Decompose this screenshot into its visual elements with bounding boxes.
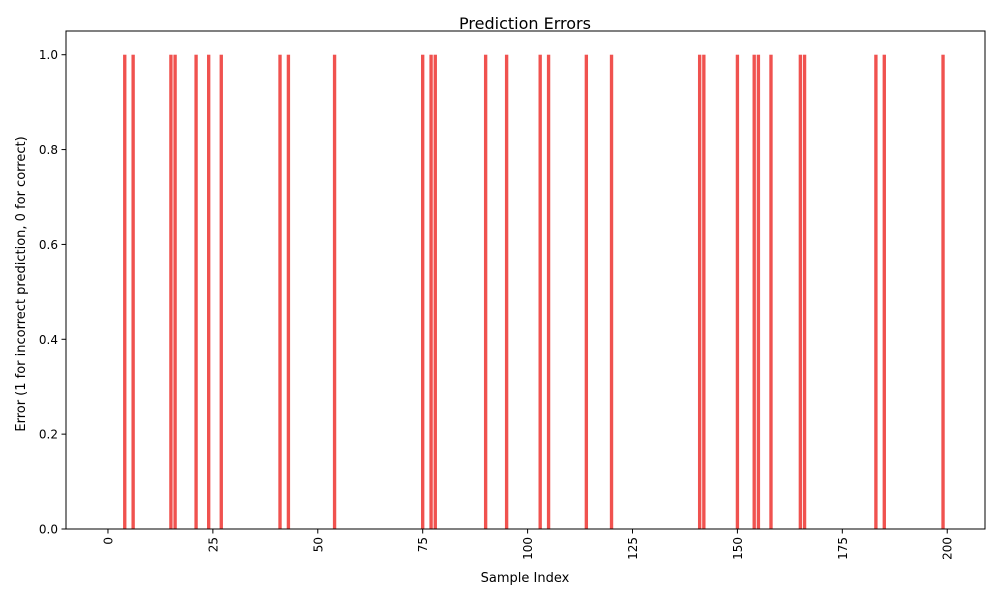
x-tick-label-0: 0 [101,537,115,545]
error-bar-24 [207,54,211,530]
plot-frame [65,30,986,530]
error-bar-103 [538,54,542,530]
error-bar-199 [941,54,945,530]
x-axis-label: Sample Index [481,571,570,586]
error-bar-21 [194,54,198,530]
y-tick-label-5: 1.0 [39,48,58,62]
error-bar-185 [882,54,886,530]
y-axis-ticks: 0.0 0.2 0.4 0.6 0.8 1.0 [39,48,66,537]
error-bar-154 [752,54,756,530]
error-bar-4 [123,54,127,530]
error-bar-90 [483,54,488,530]
error-bar-158 [769,54,773,530]
bars-group [123,54,945,530]
x-tick-label-125: 125 [626,537,640,560]
error-bar-41 [278,54,282,530]
y-tick-label-2: 0.4 [39,333,58,347]
error-bar-165 [798,54,803,530]
y-axis-label: Error (1 for incorrect prediction, 0 for… [14,136,29,431]
error-bar-77 [429,54,433,530]
x-tick-label-25: 25 [206,537,220,552]
x-tick-label-175: 175 [836,537,850,560]
error-bar-114 [584,54,589,530]
x-axis-ticks: 0 25 50 75 100 125 150 175 200 [101,529,955,560]
error-bar-54 [332,54,337,530]
x-tick-label-150: 150 [731,537,745,560]
y-tick-label-4: 0.8 [39,143,58,157]
error-bar-75 [421,54,425,530]
error-bar-78 [433,54,437,530]
error-bar-120 [609,54,614,530]
chart-title: Prediction Errors [459,14,591,33]
error-bar-27 [219,54,223,530]
error-bar-95 [504,54,509,530]
x-tick-label-100: 100 [521,537,535,560]
error-bar-15 [169,54,173,530]
error-bar-150 [735,54,740,530]
error-bar-16 [173,54,177,530]
error-bar-105 [546,54,551,530]
x-tick-label-200: 200 [941,537,955,560]
error-bar-6 [131,54,135,530]
y-tick-label-3: 0.6 [39,238,58,252]
error-bar-141 [697,54,702,530]
error-bar-166 [802,54,807,530]
y-tick-label-1: 0.2 [39,428,58,442]
x-tick-label-50: 50 [311,537,325,552]
x-tick-label-75: 75 [416,537,430,552]
error-bar-155 [756,54,761,530]
error-bar-142 [702,54,706,530]
error-bar-43 [286,54,291,530]
error-bar-183 [874,54,878,530]
y-tick-label-0: 0.0 [39,523,58,537]
